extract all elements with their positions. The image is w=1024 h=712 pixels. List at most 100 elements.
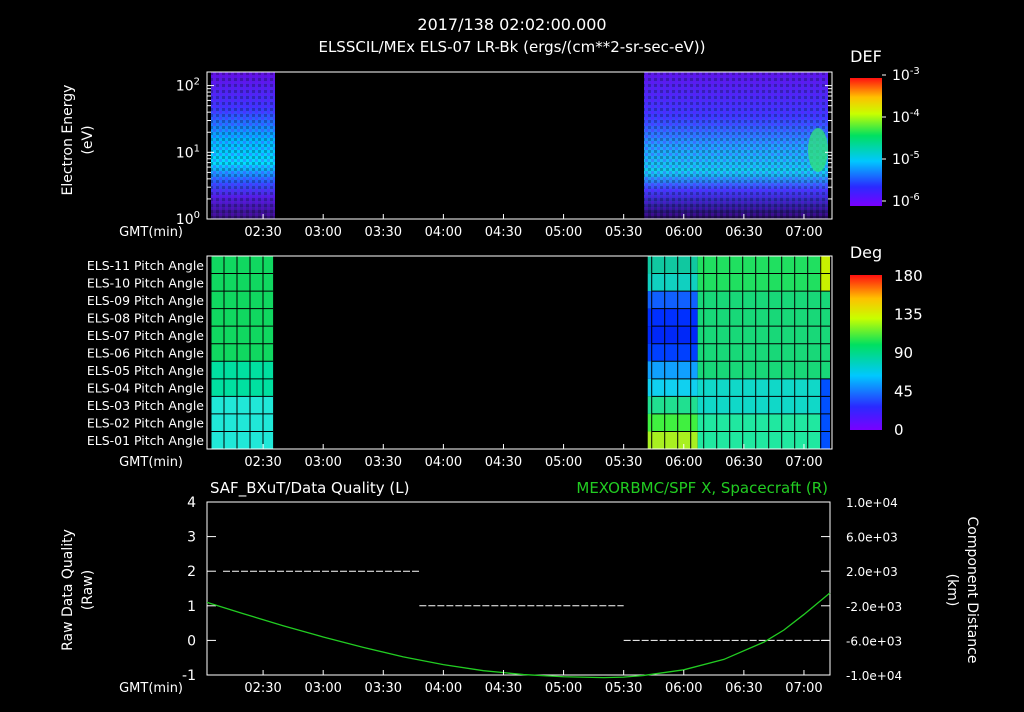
right-ylabel-line2: (km) [944,574,960,607]
energy-tick-label: 101 [176,143,200,161]
time-tick-label: 07:00 [785,681,822,696]
time-tick-label: 04:00 [425,681,462,696]
pitch-cell-block-2b [697,378,830,397]
deg-colorbar-label: 180 [894,267,923,285]
deg-colorbar-label: 45 [894,383,913,401]
time-tick-label: 05:00 [545,681,582,696]
left-ylabel-line2: (Raw) [80,570,96,610]
spectrogram-hotspot [808,128,828,172]
spectrogram-noise-2 [644,72,828,219]
time-axis-label: GMT(min) [119,455,183,470]
pitch-row-label: ELS-06 Pitch Angle [87,346,204,361]
pitch-cell-block-1 [211,256,274,274]
time-tick-label: 04:00 [425,455,462,470]
right-ytick-label: -6.0e+03 [846,634,902,648]
pitch-cell-block-2b [697,361,830,379]
pitch-cell-block-2b [697,431,830,449]
pitch-cell-block-1 [211,378,274,397]
pitch-cell-block-2b [697,273,830,292]
def-colorbar-label: 10-6 [892,192,920,210]
time-tick-label: 03:30 [365,681,402,696]
right-ytick-label: 1.0e+04 [846,496,898,510]
def-colorbar-label: 10-3 [892,66,920,84]
time-tick-label: 06:30 [725,225,762,240]
energy-ylabel-line2: (eV) [80,125,96,154]
right-ytick-label: 2.0e+03 [846,565,898,579]
left-ytick-label: 0 [187,633,196,649]
time-tick-label: 05:00 [545,455,582,470]
pitch-cell-block-1 [211,291,274,309]
pitch-cell-block-2a [647,431,698,449]
pitch-cell-block-2b [697,326,830,344]
pitch-cell-block-2b [697,291,830,309]
pitch-row-label: ELS-10 Pitch Angle [87,275,204,290]
deg-colorbar [850,275,882,430]
pitch-cell-block-2a [647,291,698,309]
pitch-cell-block-1 [211,343,274,362]
pitch-row-label: ELS-05 Pitch Angle [87,363,204,378]
pitch-cell-block-1 [211,326,274,344]
right-ylabel-line1: Component Distance [964,517,980,664]
pitch-cell-block-1 [211,431,274,449]
pitch-row-label: ELS-03 Pitch Angle [87,398,204,413]
left-ytick-label: 4 [187,495,196,511]
time-axis-1: GMT(min) 02:30 03:00 03:30 04:00 04:30 05:00 05… [119,214,823,240]
time-axis-label: GMT(min) [119,681,183,696]
time-tick-label: 03:00 [304,225,341,240]
pitch-cell-block-2a [647,378,698,397]
pitch-cell-block-2a [647,273,698,292]
pitch-row-label: ELS-11 Pitch Angle [87,258,204,273]
time-tick-label: 02:30 [244,225,281,240]
pitch-angle-panel: ELS-11 Pitch Angle ELS-10 Pitch Angle ELS-… [87,243,923,450]
pitch-row-label: ELS-07 Pitch Angle [87,328,204,343]
deg-colorbar-title: Deg [850,243,882,262]
left-yaxis: 4 3 2 1 0 -1 [182,495,216,684]
pitch-cell-block-2b [697,413,830,432]
pitch-cell-block-2a [647,361,698,379]
line-plot-area [206,501,831,676]
def-colorbar-title: DEF [850,47,882,66]
quality-distance-panel: SAF_BXuT/Data Quality (L) MEXORBMC/SPF X… [60,479,980,684]
deg-colorbar-label: 0 [894,421,904,439]
time-tick-label: 03:00 [304,455,341,470]
distance-line [206,592,831,679]
time-tick-label: 06:00 [665,455,702,470]
left-ytick-label: 2 [187,564,196,580]
energy-tick-label: 102 [176,77,200,95]
right-yaxis: 1.0e+04 6.0e+03 2.0e+03 -2.0e+03 -6.0e+03 -1.… [821,496,902,683]
pitch-cell-block-2a [647,396,698,414]
right-series-title: MEXORBMC/SPF X, Spacecraft (R) [576,479,828,497]
def-colorbar-label: 10-5 [892,150,920,168]
right-ytick-label: -2.0e+03 [846,600,902,614]
deg-colorbar-label: 90 [894,344,913,362]
pitch-cell-block-1 [211,413,274,432]
left-ylabel-line1: Raw Data Quality [60,529,76,651]
def-colorbar-labels: 10-3 10-4 10-5 10-6 [882,66,920,210]
deg-colorbar-label: 135 [894,306,923,324]
time-tick-label: 03:30 [365,225,402,240]
pitch-cell-block-1 [211,396,274,414]
pitch-cell-block-2a [647,413,698,432]
pitch-row-label: ELS-02 Pitch Angle [87,416,204,431]
pitch-row-label: ELS-08 Pitch Angle [87,310,204,325]
time-tick-label: 04:30 [485,455,522,470]
time-tick-label: 06:30 [725,455,762,470]
time-tick-label: 06:00 [665,225,702,240]
pitch-cell-block-2a [647,308,698,327]
pitch-cell-block-2b [697,256,830,274]
pitch-cell-block-2b [697,396,830,414]
pitch-row-label: ELS-01 Pitch Angle [87,433,204,448]
pitch-data-blocks [211,256,830,449]
time-axis-label: GMT(min) [119,225,183,240]
time-tick-label: 06:00 [665,681,702,696]
timestamp-title: 2017/138 02:02:00.000 [417,15,606,34]
pitch-cell-block-2b [697,308,830,327]
panel-subtitle: ELSSCIL/MEx ELS-07 LR-Bk (ergs/(cm**2-sr… [318,38,705,56]
pitch-cell-block-1 [211,361,274,379]
right-ytick-label: 6.0e+03 [846,531,898,545]
time-tick-label: 02:30 [244,455,281,470]
left-ytick-label: 3 [187,530,196,546]
energy-yticks: 102 101 100 [176,77,832,228]
